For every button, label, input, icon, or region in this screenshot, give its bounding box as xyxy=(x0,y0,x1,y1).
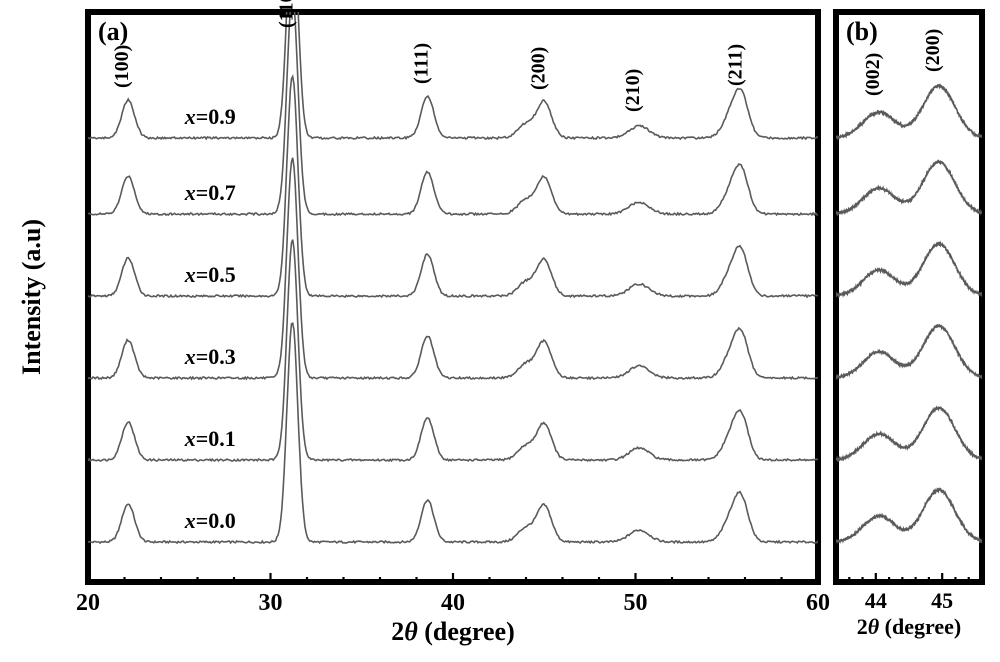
xrd-series xyxy=(836,243,982,296)
xtick-label: 30 xyxy=(259,590,283,616)
panel-a: 20 30 40 50 60 2θ (degree) Intensity (a.u) (a) x… xyxy=(17,0,830,646)
peak-label: (002) xyxy=(862,53,884,96)
xtick-label: 20 xyxy=(76,590,100,616)
yaxis-label: Intensity (a.u) xyxy=(17,219,46,375)
peak-label: (200) xyxy=(922,29,944,72)
peak-label: (200) xyxy=(527,47,549,90)
series-label: x=0.9 xyxy=(184,104,236,129)
series-label: x=0.3 xyxy=(184,344,236,369)
series-label: x=0.1 xyxy=(184,426,236,451)
peak-label: (100) xyxy=(111,45,133,88)
xtick-label: 60 xyxy=(806,590,830,616)
series-label: x=0.5 xyxy=(184,262,236,287)
peak-label: (111) xyxy=(410,43,432,84)
panel-b: 44 452θ (degree) (b) (002) (200) xyxy=(836,12,982,639)
xaxis-label: 2θ (degree) xyxy=(857,614,961,639)
panel-label: (a) xyxy=(98,17,128,46)
peak-label: (110) xyxy=(275,0,297,28)
panel-b-border xyxy=(836,12,982,582)
xrd-series xyxy=(836,489,982,542)
xrd-series xyxy=(836,325,982,378)
xrd-series xyxy=(836,85,982,138)
xrd-series xyxy=(836,161,982,214)
series-label: x=0.7 xyxy=(184,180,236,205)
xtick-label: 50 xyxy=(624,590,648,616)
xaxis-label: 2θ (degree) xyxy=(391,617,514,646)
peak-label: (210) xyxy=(622,69,644,112)
xtick-label: 40 xyxy=(441,590,465,616)
xtick-label: 45 xyxy=(931,588,953,613)
series-label: x=0.0 xyxy=(184,508,236,533)
panel-label: (b) xyxy=(846,17,878,46)
xtick-label: 44 xyxy=(865,588,887,613)
peak-label: (211) xyxy=(724,44,746,86)
xrd-series xyxy=(836,407,982,460)
